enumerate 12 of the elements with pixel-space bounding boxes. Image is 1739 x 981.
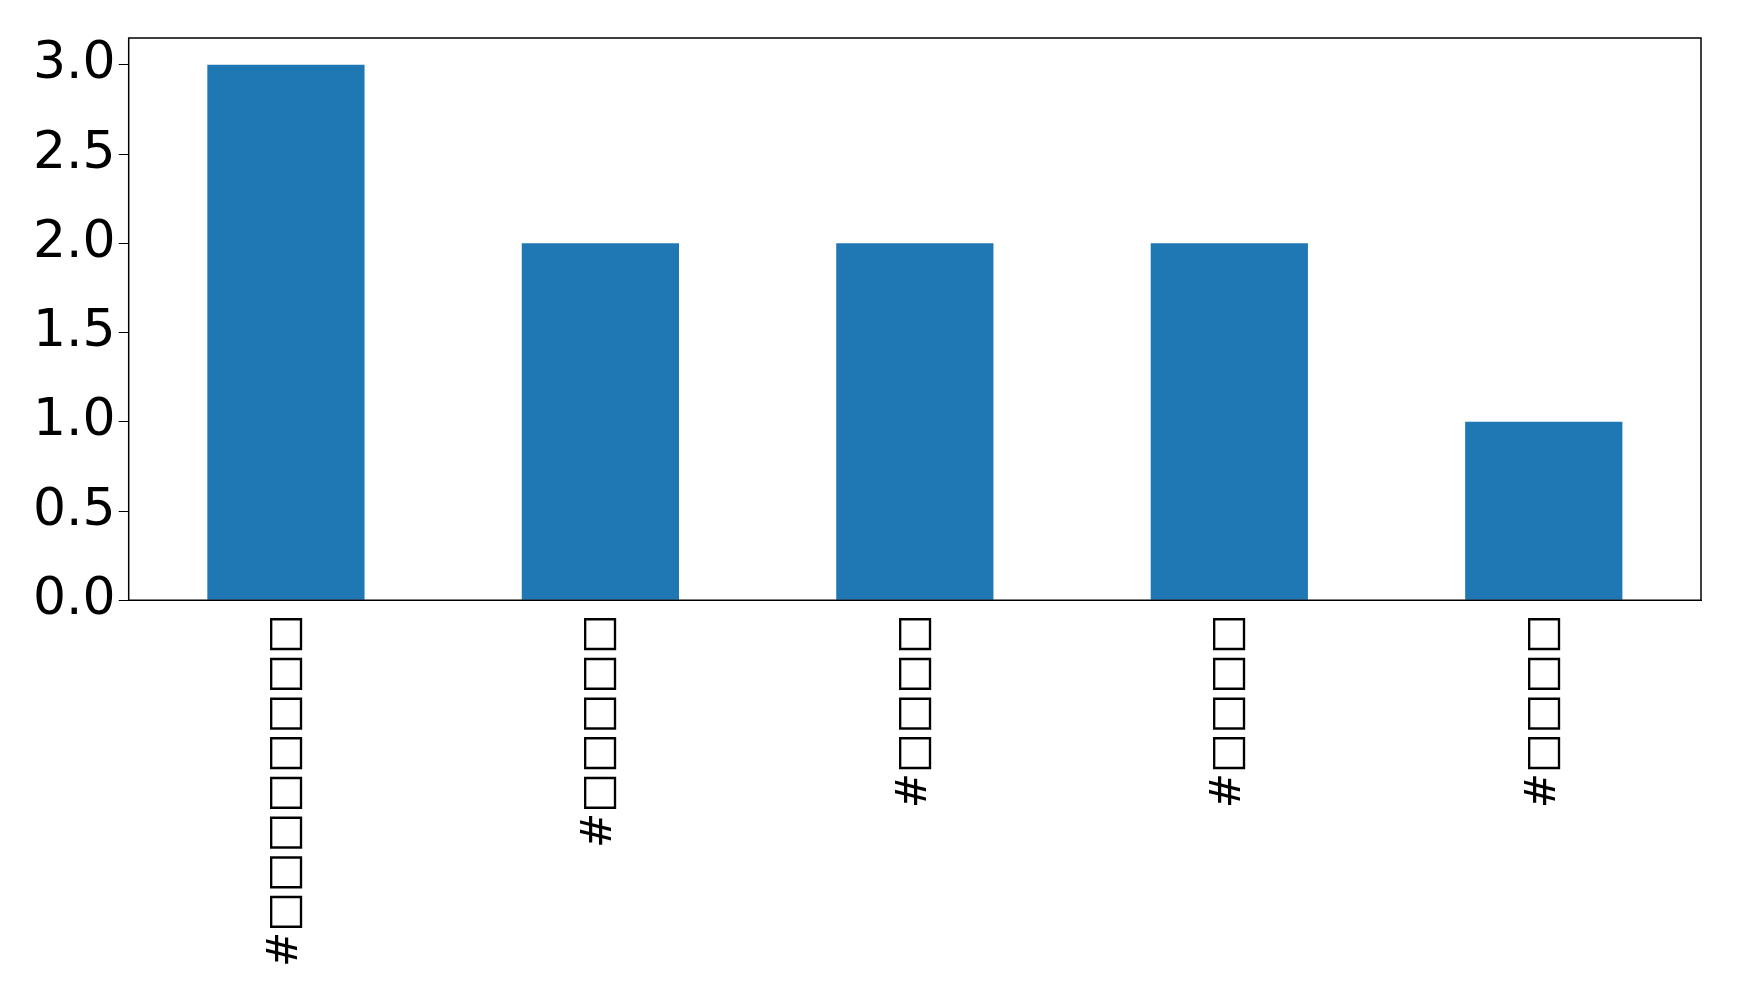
x-tick-label: #□□□□: [1201, 614, 1251, 809]
x-tick-label: #□□□□□: [572, 614, 622, 848]
y-tick-label: 2.0: [32, 208, 116, 269]
y-tick-label: 1.5: [32, 298, 116, 359]
x-tick-label: #□□□□□□□□: [257, 614, 307, 967]
y-tick-label: 1.0: [32, 387, 116, 448]
y-tick-label: 0.0: [32, 565, 116, 626]
x-tick-label: #□□□□: [1515, 614, 1565, 809]
y-tick-label: 2.5: [32, 119, 116, 180]
y-tick-label: 0.5: [32, 476, 116, 537]
y-tick-label: 3.0: [32, 30, 116, 91]
x-tick-label: #□□□□: [886, 614, 936, 809]
